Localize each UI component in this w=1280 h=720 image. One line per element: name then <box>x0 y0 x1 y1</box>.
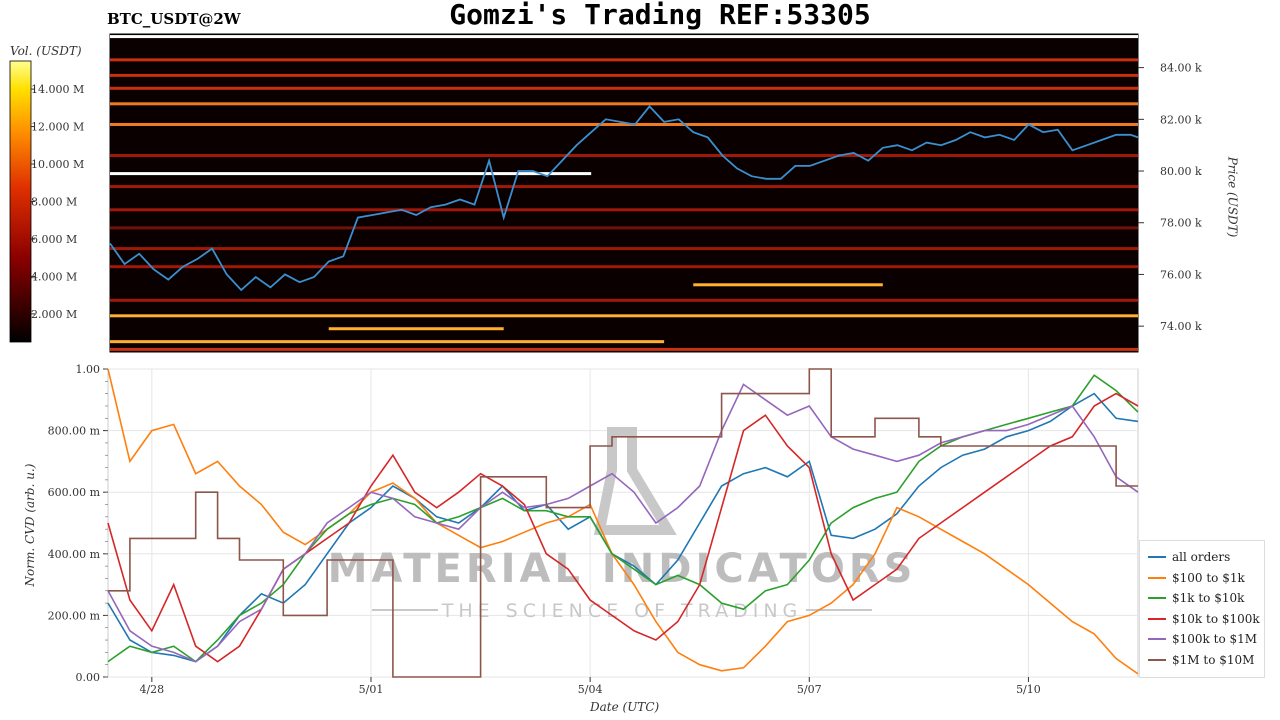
heatmap-level-band <box>110 314 1138 318</box>
heatmap-level-band <box>110 185 1138 189</box>
heatmap-level-band <box>110 73 1138 77</box>
chart-title: Gomzi's Trading REF:53305 <box>449 0 871 31</box>
heatmap-level-band <box>110 208 1138 212</box>
heatmap-level-band <box>110 265 1138 269</box>
heatmap-level-band <box>110 226 1138 230</box>
heatmap-level-band <box>110 58 1138 62</box>
legend-label: $100k to $1M <box>1172 632 1258 646</box>
heatmap-level-band <box>110 172 592 176</box>
colorbar: 14.000 M 12.000 M 10.000 M 8.000 M 6.000 M 4.… <box>9 60 84 343</box>
colorbar-label: Vol. (USDT) <box>10 44 82 58</box>
legend-label: all orders <box>1172 550 1231 564</box>
heatmap-level-band <box>110 247 1138 251</box>
heatmap-level-band <box>328 327 504 331</box>
legend-swatch <box>1148 617 1166 620</box>
legend-item: $1M to $10M <box>1148 652 1254 668</box>
cvd-y-tick-label: 400.00 m <box>48 548 101 561</box>
cvd-y-tick-label: 600.00 m <box>48 486 101 499</box>
symbol-label: BTC_USDT@2W <box>107 10 241 28</box>
cvd-y-tick-label: 1.00 <box>76 363 101 376</box>
colorbar-tick-label: 8.000 M <box>31 196 77 209</box>
legend-label: $100 to $1k <box>1172 570 1245 585</box>
legend-item: $10k to $100k <box>1148 611 1260 627</box>
cvd-y-tick-label: 200.00 m <box>48 609 101 622</box>
legend-swatch <box>1148 576 1166 579</box>
heatmap-background <box>109 33 1139 353</box>
legend-swatch <box>1148 556 1166 558</box>
colorbar-tick-label: 10.000 M <box>31 158 84 171</box>
cvd-x-tick-label: 5/07 <box>797 683 822 696</box>
cvd-x-tick-label: 5/10 <box>1016 683 1041 696</box>
colorbar-tick-label: 14.000 M <box>31 83 84 96</box>
heatmap-level-band <box>110 122 1138 126</box>
x-axis-label: Date (UTC) <box>590 700 660 714</box>
heatmap-level-band <box>110 86 1138 90</box>
price-tick-label: 78.00 k <box>1160 217 1202 230</box>
cvd-panel: MATERIAL INDICATORS THE SCIENCE OF TRADI… <box>48 363 1139 696</box>
heatmap-level-band <box>110 340 665 344</box>
legend-label: $1M to $10M <box>1172 652 1255 667</box>
colorbar-tick-label: 12.000 M <box>31 121 84 134</box>
colorbar-tick-label: 6.000 M <box>31 233 77 246</box>
cvd-plot-area <box>107 368 1139 678</box>
legend-swatch <box>1148 597 1166 599</box>
cvd-y-tick-label: 0.00 <box>76 671 101 684</box>
price-tick-label: 80.00 k <box>1160 165 1202 178</box>
legend: all orders $100 to $1k $1k to $10k $10k to … <box>1139 540 1265 678</box>
heatmap-level-band <box>110 102 1138 106</box>
cvd-series-line <box>107 383 1139 663</box>
colorbar-tick-label: 2.000 M <box>31 308 77 321</box>
legend-swatch <box>1148 658 1166 661</box>
flask-icon <box>593 427 677 535</box>
watermark-main: MATERIAL INDICATORS <box>328 546 917 592</box>
cvd-x-tick-label: 4/28 <box>139 683 164 696</box>
heatmap-level-band <box>110 298 1138 302</box>
watermark: MATERIAL INDICATORS THE SCIENCE OF TRADI… <box>328 427 917 622</box>
cvd-x-tick-label: 5/01 <box>359 683 384 696</box>
heatmap-level-band <box>110 154 1138 158</box>
cvd-series-line <box>107 368 1139 675</box>
price-line <box>109 105 1139 292</box>
legend-label: $1k to $10k <box>1172 591 1245 605</box>
legend-item: $100k to $1M <box>1148 631 1257 647</box>
heatmap-level-band <box>693 283 883 287</box>
legend-swatch <box>1148 638 1166 640</box>
price-tick-label: 74.00 k <box>1160 320 1202 333</box>
price-tick-label: 76.00 k <box>1160 268 1202 281</box>
price-tick-label: 82.00 k <box>1160 113 1202 126</box>
colorbar-gradient <box>9 60 32 343</box>
cvd-series-line <box>107 392 1139 663</box>
heatmap-level-band <box>110 347 1138 351</box>
legend-item: $100 to $1k <box>1148 570 1245 586</box>
colorbar-tick-label: 4.000 M <box>31 270 77 283</box>
price-tick-label: 84.00 k <box>1160 62 1202 75</box>
legend-label: $10k to $100k <box>1172 611 1260 626</box>
legend-item: all orders <box>1148 549 1230 565</box>
watermark-sub: THE SCIENCE OF TRADING <box>441 600 803 622</box>
heatmap-level-band <box>110 35 1138 39</box>
cvd-series-line <box>108 368 1138 678</box>
legend-item: $1k to $10k <box>1148 590 1244 606</box>
heatmap-panel: 84.00 k 82.00 k 80.00 k 78.00 k 76.00 k 74.00… <box>109 33 1202 353</box>
cvd-y-tick-label: 800.00 m <box>48 425 101 438</box>
cvd-x-tick-label: 5/04 <box>578 683 603 696</box>
